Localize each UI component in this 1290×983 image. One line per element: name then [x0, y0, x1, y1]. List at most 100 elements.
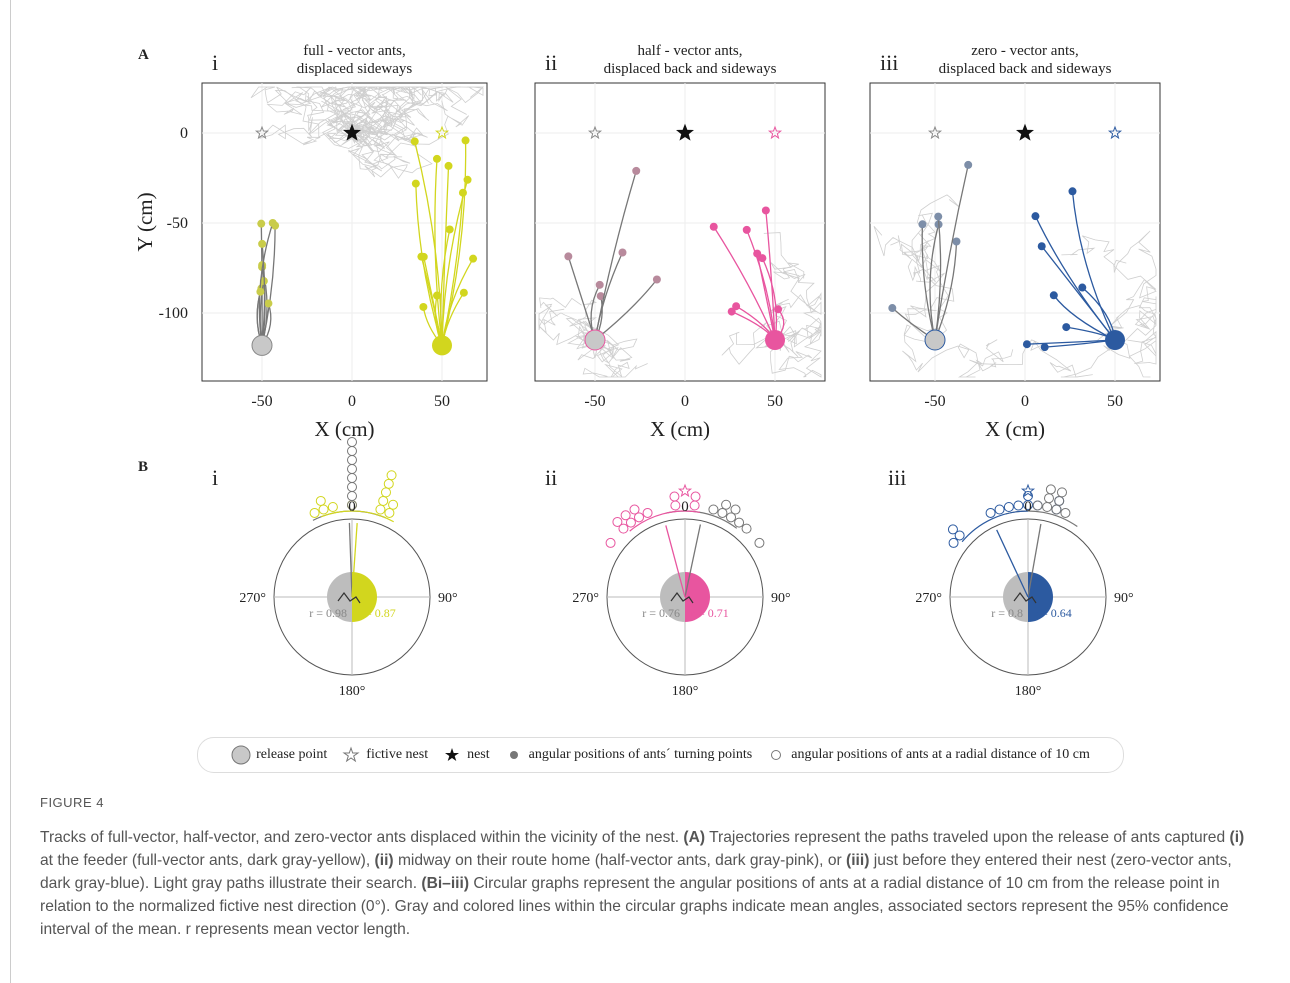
star: [1020, 483, 1036, 498]
track: [1034, 215, 1116, 341]
star: [1107, 125, 1123, 140]
x-tick-label: -50: [251, 393, 272, 410]
turning-point: [761, 206, 770, 215]
turning-point: [595, 280, 604, 289]
mean-line: [1027, 523, 1042, 598]
turning-point: [411, 179, 420, 188]
panel-numeral: i: [212, 465, 218, 490]
panel-title: displaced back and sideways: [604, 61, 777, 77]
panel-title: displaced sideways: [297, 61, 413, 77]
search-path: [1097, 305, 1157, 378]
caption-segment: (Bi–iii): [421, 875, 470, 892]
caption-title: FIGURE 4: [40, 795, 104, 810]
radial-point: [378, 495, 389, 506]
angle-label: 270°: [239, 591, 266, 606]
radial-point: [375, 504, 386, 515]
panel-title: displaced back and sideways: [939, 61, 1112, 77]
angle-label: 270°: [572, 591, 599, 606]
turning-point: [1068, 187, 1077, 196]
search-path: [764, 298, 822, 378]
radial-point: [380, 487, 391, 498]
search-path: [351, 86, 422, 135]
ant-track: [670, 592, 694, 604]
turning-point: [934, 212, 943, 221]
legend-item: angular positions of ants´ turning point…: [504, 745, 753, 765]
turning-point: [432, 154, 441, 163]
turning-point: [419, 302, 428, 311]
radial-point: [634, 512, 644, 523]
turning-point: [257, 219, 266, 228]
release-point: [251, 334, 273, 356]
ant-track: [337, 592, 361, 604]
turning-point: [632, 166, 641, 175]
track-panel: [869, 82, 1161, 382]
track: [929, 224, 940, 341]
turning-point: [444, 161, 453, 170]
turning-point: [1040, 343, 1049, 352]
r-color: r = 0.71: [691, 606, 729, 620]
caption-segment: (ii): [374, 852, 394, 869]
caption-segment: (iii): [846, 852, 870, 869]
ci-arc: [629, 510, 701, 532]
legend-text: release point: [256, 747, 328, 762]
search-path: [873, 226, 945, 341]
track: [746, 229, 776, 341]
mean-line: [351, 523, 358, 598]
legend-item: fictive nest: [341, 745, 428, 765]
turning-point: [459, 288, 468, 297]
angle-label: 90°: [771, 591, 791, 606]
legend-text: angular positions of ants´ turning point…: [528, 747, 753, 762]
turning-point: [458, 188, 467, 197]
turning-point: [774, 305, 783, 314]
radial-point: [721, 499, 732, 510]
y-tick-label: -100: [159, 305, 188, 322]
radial-point: [1003, 502, 1014, 513]
turning-point: [469, 254, 478, 263]
x-tick-label: -50: [924, 393, 945, 410]
track: [934, 241, 958, 341]
circular-plot: [273, 437, 431, 676]
radial-point: [985, 507, 996, 518]
angle-label: 180°: [1015, 684, 1042, 699]
search-path: [538, 297, 605, 349]
search-path: [321, 100, 433, 174]
r-gray: r = 0.76: [642, 606, 680, 620]
r-gray: r = 0.8: [991, 606, 1023, 620]
radial-point: [309, 507, 320, 518]
ci-arc: [320, 510, 394, 523]
angle-label: 180°: [672, 684, 699, 699]
track: [258, 222, 274, 346]
turning-point: [445, 225, 454, 234]
legend-item: release point: [231, 745, 327, 765]
radial-point: [730, 504, 741, 515]
track: [414, 141, 443, 346]
x-tick-label: 0: [348, 393, 356, 410]
radial-point: [670, 500, 681, 511]
radial-point: [386, 470, 397, 481]
disc-gray: [327, 572, 352, 622]
legend-text: nest: [467, 747, 490, 762]
star: [927, 125, 943, 140]
track: [441, 192, 464, 346]
legend: release point fictive nest nest angular pos…: [197, 737, 1124, 773]
turning-point: [1031, 212, 1040, 221]
search-path: [763, 232, 822, 358]
panel-numeral: ii: [545, 465, 557, 490]
turning-point: [618, 248, 627, 257]
track: [594, 279, 658, 341]
turning-point: [258, 239, 267, 248]
search-path: [351, 86, 467, 146]
mean-line: [684, 524, 702, 598]
search-path: [305, 86, 376, 136]
turning-point: [742, 225, 751, 234]
search-path: [569, 299, 638, 362]
radial-point: [1032, 500, 1043, 511]
panel-numeral: i: [212, 50, 218, 75]
radial-point: [347, 437, 357, 447]
radial-point: [726, 512, 736, 523]
disc-color: [352, 572, 377, 622]
search-path: [582, 337, 648, 378]
radial-point: [717, 507, 728, 518]
search-path: [1061, 230, 1157, 341]
